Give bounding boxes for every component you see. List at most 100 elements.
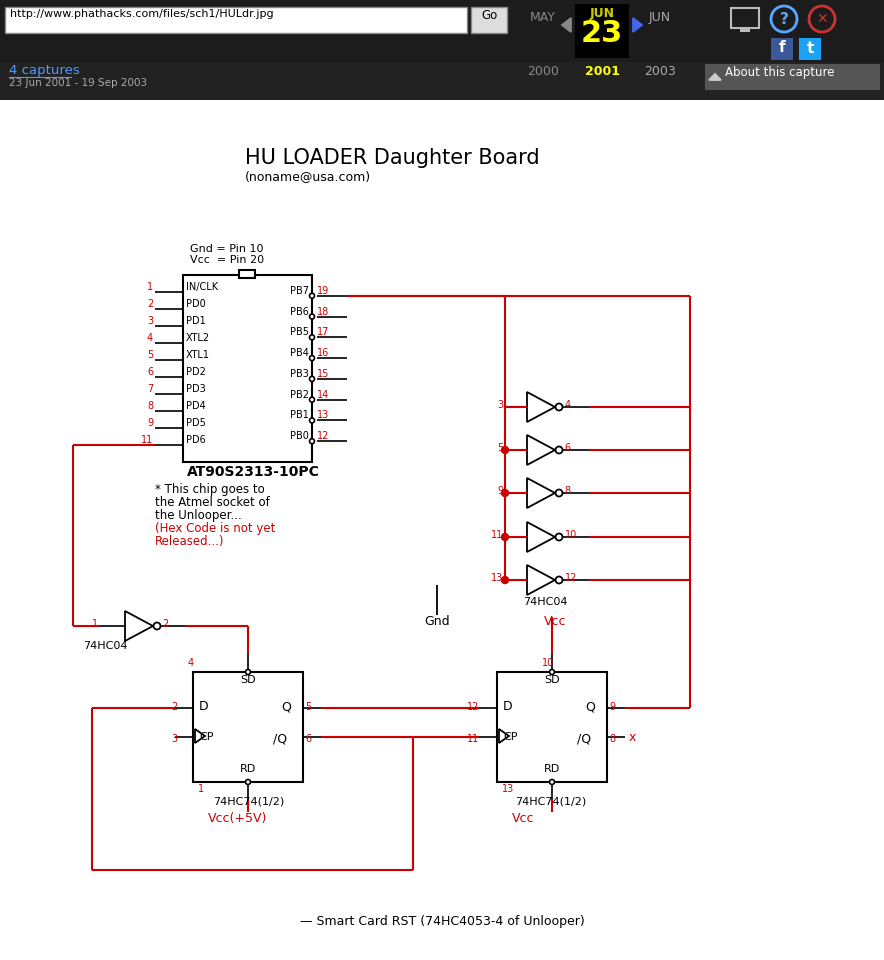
Bar bbox=[740, 28, 750, 32]
Text: D: D bbox=[503, 700, 513, 713]
Text: 74HC74(1/2): 74HC74(1/2) bbox=[515, 796, 586, 806]
Text: JUN: JUN bbox=[590, 7, 614, 20]
Text: 1: 1 bbox=[147, 282, 153, 292]
Bar bbox=[183, 275, 312, 462]
Text: AT90S2313-10PC: AT90S2313-10PC bbox=[187, 465, 320, 479]
Polygon shape bbox=[527, 435, 555, 465]
Text: PB3: PB3 bbox=[290, 369, 309, 379]
Circle shape bbox=[555, 403, 562, 411]
Circle shape bbox=[309, 314, 315, 319]
Text: 19: 19 bbox=[317, 286, 329, 296]
Polygon shape bbox=[633, 18, 642, 32]
Text: 13: 13 bbox=[502, 784, 514, 794]
Text: 3: 3 bbox=[147, 316, 153, 326]
Text: 6: 6 bbox=[147, 367, 153, 377]
Text: f: f bbox=[779, 40, 785, 55]
Text: 5: 5 bbox=[147, 350, 153, 360]
Text: http://www.phathacks.com/files/sch1/HULdr.jpg: http://www.phathacks.com/files/sch1/HULd… bbox=[10, 9, 274, 19]
Text: ?: ? bbox=[780, 12, 789, 27]
Text: RD: RD bbox=[544, 764, 560, 774]
Text: 10: 10 bbox=[565, 530, 576, 540]
Text: 11: 11 bbox=[491, 530, 503, 540]
Text: 9: 9 bbox=[147, 418, 153, 428]
Text: 2000: 2000 bbox=[527, 65, 559, 78]
Bar bbox=[799, 38, 821, 60]
Circle shape bbox=[550, 780, 554, 784]
Text: XTL1: XTL1 bbox=[186, 350, 210, 360]
Polygon shape bbox=[527, 392, 555, 422]
Circle shape bbox=[154, 622, 161, 630]
Bar bbox=[497, 672, 607, 782]
Text: 74HC04: 74HC04 bbox=[522, 597, 568, 607]
Text: 4: 4 bbox=[147, 333, 153, 343]
Text: 2: 2 bbox=[147, 299, 153, 309]
Text: 12: 12 bbox=[565, 573, 577, 583]
Text: Go: Go bbox=[481, 9, 497, 22]
Text: 12: 12 bbox=[467, 702, 479, 712]
Polygon shape bbox=[527, 522, 555, 552]
Text: 8: 8 bbox=[609, 734, 615, 744]
Text: 14: 14 bbox=[317, 390, 329, 399]
Text: About this capture: About this capture bbox=[725, 66, 834, 79]
Text: Vcc: Vcc bbox=[544, 615, 567, 628]
Text: /Q: /Q bbox=[577, 732, 591, 745]
Text: PD5: PD5 bbox=[186, 418, 206, 428]
Bar bbox=[0, 100, 884, 960]
Text: 4: 4 bbox=[188, 658, 194, 668]
Text: CP: CP bbox=[503, 732, 517, 742]
Text: (Hex Code is not yet: (Hex Code is not yet bbox=[155, 522, 276, 535]
Bar bbox=[193, 672, 303, 782]
Text: 2001: 2001 bbox=[584, 65, 620, 78]
Text: SD: SD bbox=[545, 675, 560, 685]
Text: * This chip goes to: * This chip goes to bbox=[155, 483, 264, 496]
Circle shape bbox=[309, 439, 315, 444]
Bar bbox=[575, 4, 629, 58]
Polygon shape bbox=[527, 478, 555, 508]
Text: 3: 3 bbox=[497, 400, 503, 410]
Text: 6: 6 bbox=[565, 443, 571, 453]
Text: IN/CLK: IN/CLK bbox=[186, 282, 218, 292]
Text: Gnd = Pin 10: Gnd = Pin 10 bbox=[190, 244, 263, 254]
Text: Vcc(+5V): Vcc(+5V) bbox=[208, 812, 267, 825]
Text: 8: 8 bbox=[147, 401, 153, 411]
Text: 6: 6 bbox=[305, 734, 311, 744]
Text: 3: 3 bbox=[171, 734, 177, 744]
Text: 15: 15 bbox=[317, 369, 330, 379]
Text: 4 captures: 4 captures bbox=[9, 64, 80, 77]
Bar bbox=[731, 8, 759, 28]
Text: SD: SD bbox=[240, 675, 255, 685]
Text: Q: Q bbox=[585, 700, 595, 713]
Text: 13: 13 bbox=[317, 411, 329, 420]
Text: PD6: PD6 bbox=[186, 435, 206, 445]
Text: Released...): Released...) bbox=[155, 535, 225, 548]
Text: 1: 1 bbox=[198, 784, 204, 794]
Text: PD0: PD0 bbox=[186, 299, 206, 309]
Circle shape bbox=[309, 293, 315, 299]
Circle shape bbox=[550, 669, 554, 675]
Text: 4: 4 bbox=[565, 400, 571, 410]
Circle shape bbox=[501, 577, 508, 584]
Text: 11: 11 bbox=[141, 435, 153, 445]
Polygon shape bbox=[125, 611, 153, 641]
Circle shape bbox=[555, 446, 562, 453]
Text: PB4: PB4 bbox=[290, 348, 309, 358]
Text: 13: 13 bbox=[491, 573, 503, 583]
Bar bbox=[5, 7, 467, 33]
Circle shape bbox=[309, 355, 315, 361]
Text: 10: 10 bbox=[542, 658, 554, 668]
Text: PB5: PB5 bbox=[290, 327, 309, 337]
Text: 7: 7 bbox=[147, 384, 153, 394]
Text: XTL2: XTL2 bbox=[186, 333, 210, 343]
Text: 16: 16 bbox=[317, 348, 329, 358]
Text: 9: 9 bbox=[609, 702, 615, 712]
Text: the Atmel socket of: the Atmel socket of bbox=[155, 496, 270, 509]
Text: D: D bbox=[199, 700, 209, 713]
Text: PD3: PD3 bbox=[186, 384, 206, 394]
Text: HU LOADER Daughter Board: HU LOADER Daughter Board bbox=[245, 148, 539, 168]
Text: ✕: ✕ bbox=[816, 12, 827, 26]
Text: 17: 17 bbox=[317, 327, 330, 337]
Polygon shape bbox=[195, 729, 205, 743]
Text: PB1: PB1 bbox=[290, 411, 309, 420]
Text: 5: 5 bbox=[497, 443, 503, 453]
Text: PB2: PB2 bbox=[290, 390, 309, 399]
